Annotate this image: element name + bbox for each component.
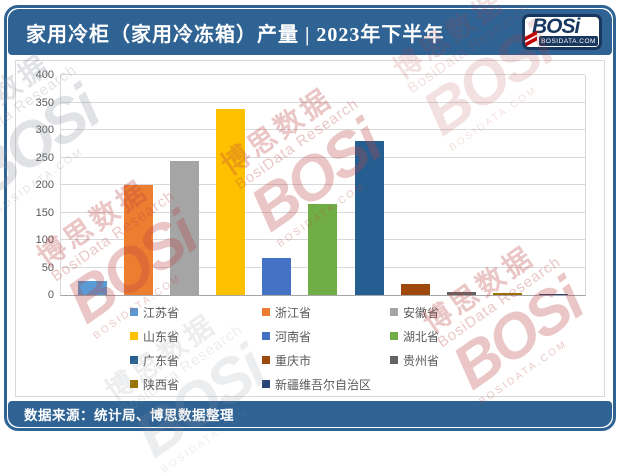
page-title: 家用冷柜（家用冷冻箱）产量 | 2023年下半年 bbox=[26, 23, 445, 46]
y-axis-tick-label: 0 bbox=[47, 289, 54, 301]
legend-label: 江苏省 bbox=[143, 305, 180, 320]
y-axis-tick-label: 150 bbox=[35, 206, 54, 219]
y-axis-tick-label: 400 bbox=[35, 69, 54, 81]
legend-item-河南省: 河南省 bbox=[262, 329, 390, 344]
legend-swatch-icon bbox=[390, 308, 398, 316]
legend-item-新疆维吾尔自治区: 新疆维吾尔自治区 bbox=[262, 377, 390, 392]
legend-label: 湖北省 bbox=[403, 329, 440, 344]
gridline bbox=[61, 129, 585, 130]
legend-label: 安徽省 bbox=[403, 305, 440, 320]
bar-湖北省 bbox=[308, 204, 338, 295]
y-axis-tick-label: 100 bbox=[35, 234, 54, 246]
legend-swatch-icon bbox=[390, 356, 398, 364]
data-source-text: 数据来源：统计局、博思数据整理 bbox=[24, 408, 234, 423]
legend-item-广东省: 广东省 bbox=[130, 353, 262, 368]
gridline bbox=[61, 74, 585, 75]
bars bbox=[61, 75, 585, 295]
chart-content: 江苏省 浙江省 安徽省山东省 河南省 湖北省广东省 重庆市 贵州省陕西省 新疆维吾尔自治区 0… bbox=[7, 56, 613, 400]
bar-浙江省 bbox=[124, 185, 154, 295]
legend-label: 广东省 bbox=[143, 353, 180, 368]
bosi-logo: BOSi BOSIDATA.COM bbox=[522, 14, 602, 50]
legend-swatch-icon bbox=[262, 380, 270, 388]
legend-item-重庆市: 重庆市 bbox=[262, 353, 390, 368]
legend-swatch-icon bbox=[262, 332, 270, 340]
bosi-logo-site: BOSIDATA.COM bbox=[539, 36, 598, 46]
legend-swatch-icon bbox=[130, 308, 138, 316]
gridline bbox=[61, 184, 585, 185]
legend: 江苏省 浙江省 安徽省山东省 河南省 湖北省广东省 重庆市 贵州省陕西省 新疆维吾尔自治区 bbox=[16, 305, 604, 392]
bar-重庆市 bbox=[400, 284, 430, 295]
y-axis-tick-label: 50 bbox=[41, 261, 54, 274]
legend-swatch-icon bbox=[262, 356, 270, 364]
gridline bbox=[61, 101, 585, 103]
legend-item-浙江省: 浙江省 bbox=[262, 305, 390, 320]
bar-河南省 bbox=[262, 257, 292, 295]
legend-swatch-icon bbox=[390, 332, 398, 340]
y-axis-tick-label: 250 bbox=[35, 151, 54, 164]
infographic-frame: 家用冷柜（家用冷冻箱）产量 | 2023年下半年 BOSi BOSIDATA.C… bbox=[4, 5, 616, 431]
legend-label: 贵州省 bbox=[403, 353, 440, 368]
legend-item-江苏省: 江苏省 bbox=[130, 305, 262, 320]
y-axis-tick-label: 200 bbox=[35, 179, 54, 191]
plot-area bbox=[60, 74, 586, 296]
y-axis-tick-label: 350 bbox=[35, 96, 54, 109]
bar-新疆维吾尔自治区 bbox=[538, 293, 568, 295]
legend-swatch-icon bbox=[262, 308, 270, 316]
bar-江苏省 bbox=[78, 281, 108, 295]
bar-山东省 bbox=[216, 109, 246, 295]
legend-swatch-icon bbox=[130, 356, 138, 364]
bar-贵州省 bbox=[446, 291, 476, 295]
legend-label: 新疆维吾尔自治区 bbox=[275, 377, 372, 392]
legend-item-湖北省: 湖北省 bbox=[390, 329, 604, 344]
legend-label: 浙江省 bbox=[275, 305, 312, 320]
y-axis-tick-label: 300 bbox=[35, 124, 54, 136]
legend-label: 重庆市 bbox=[275, 353, 312, 368]
legend-item-陕西省: 陕西省 bbox=[130, 377, 262, 392]
chart-box: 江苏省 浙江省 安徽省山东省 河南省 湖北省广东省 重庆市 贵州省陕西省 新疆维吾尔自治区 0… bbox=[15, 60, 605, 397]
legend-swatch-icon bbox=[130, 332, 138, 340]
legend-item-山东省: 山东省 bbox=[130, 329, 262, 344]
bar-安徽省 bbox=[170, 161, 200, 295]
legend-item-贵州省: 贵州省 bbox=[390, 353, 604, 368]
legend-item-安徽省: 安徽省 bbox=[390, 305, 604, 320]
bosi-logo-text: BOSi bbox=[532, 15, 580, 38]
legend-swatch-icon bbox=[130, 380, 138, 388]
title-bar: 家用冷柜（家用冷冻箱）产量 | 2023年下半年 BOSi BOSIDATA.C… bbox=[8, 9, 612, 55]
bar-陕西省 bbox=[492, 293, 522, 295]
footer-bar: 数据来源：统计局、博思数据整理 bbox=[8, 401, 612, 427]
legend-label: 河南省 bbox=[275, 329, 312, 344]
legend-label: 陕西省 bbox=[143, 377, 180, 392]
legend-label: 山东省 bbox=[143, 329, 180, 344]
gridline bbox=[61, 156, 585, 158]
bar-广东省 bbox=[354, 141, 384, 295]
